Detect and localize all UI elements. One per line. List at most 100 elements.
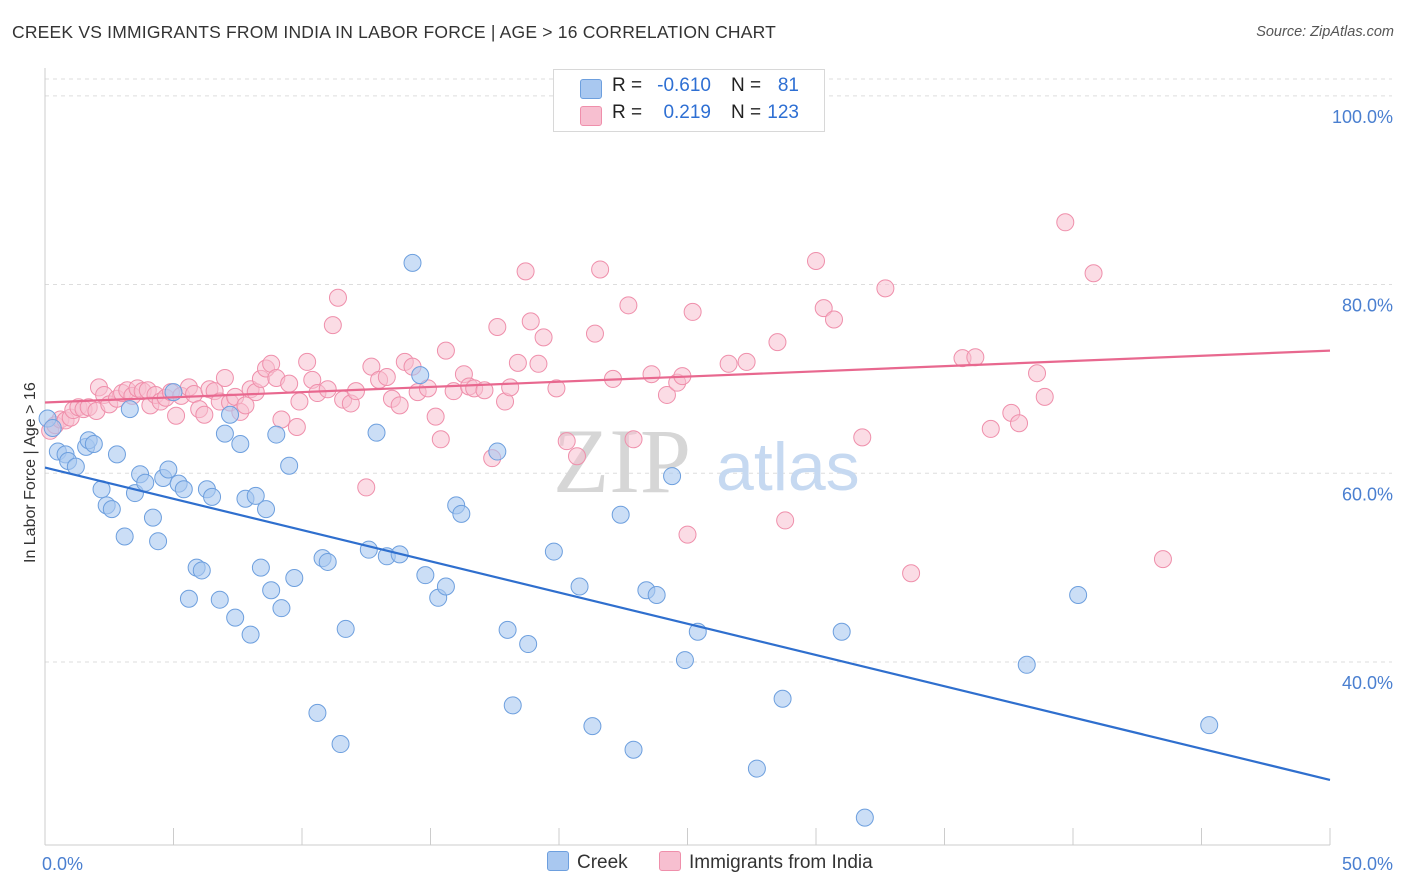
creek-point[interactable] (624, 740, 643, 759)
creek-point[interactable] (251, 558, 270, 577)
creek-point[interactable] (403, 253, 422, 272)
india-point[interactable] (290, 392, 309, 411)
india-point[interactable] (488, 318, 507, 337)
india-point[interactable] (357, 478, 376, 497)
creek-point[interactable] (663, 467, 682, 486)
india-point[interactable] (529, 354, 548, 373)
india-point[interactable] (657, 385, 676, 404)
creek-point[interactable] (855, 808, 874, 827)
creek-point[interactable] (107, 445, 126, 464)
india-point[interactable] (1028, 364, 1047, 383)
creek-point[interactable] (174, 480, 193, 499)
creek-point[interactable] (498, 620, 517, 639)
india-point[interactable] (298, 352, 317, 371)
india-point[interactable] (1010, 414, 1029, 433)
india-point[interactable] (619, 296, 638, 315)
india-point[interactable] (737, 352, 756, 371)
creek-point[interactable] (115, 527, 134, 546)
india-point[interactable] (776, 511, 795, 530)
india-point[interactable] (1056, 213, 1075, 232)
legend-item-india[interactable]: Immigrants from India (659, 850, 873, 874)
creek-point[interactable] (336, 619, 355, 638)
india-point[interactable] (1035, 387, 1054, 406)
creek-point[interactable] (436, 577, 455, 596)
creek-point[interactable] (159, 460, 178, 479)
india-point[interactable] (807, 251, 825, 270)
creek-point[interactable] (179, 589, 198, 608)
creek-point[interactable] (544, 542, 563, 561)
india-point[interactable] (426, 407, 445, 426)
creek-point[interactable] (285, 568, 304, 587)
india-point[interactable] (678, 525, 697, 544)
india-point[interactable] (215, 368, 234, 387)
legend-item-creek[interactable]: Creek (547, 850, 628, 874)
creek-point[interactable] (257, 500, 276, 519)
creek-point[interactable] (570, 577, 589, 596)
creek-point[interactable] (411, 366, 430, 385)
creek-point[interactable] (367, 423, 386, 442)
creek-point[interactable] (192, 561, 211, 580)
india-point[interactable] (185, 385, 204, 404)
india-point[interactable] (236, 396, 255, 415)
creek-point[interactable] (747, 759, 766, 778)
creek-point[interactable] (267, 425, 286, 444)
india-point[interactable] (981, 419, 1000, 438)
india-point[interactable] (591, 260, 610, 279)
india-point[interactable] (902, 564, 921, 583)
india-point[interactable] (1153, 550, 1172, 569)
india-point[interactable] (436, 341, 455, 360)
creek-point[interactable] (246, 486, 265, 505)
creek-point[interactable] (318, 552, 337, 571)
creek-point[interactable] (210, 590, 229, 609)
india-point[interactable] (431, 430, 450, 449)
creek-point[interactable] (221, 405, 240, 424)
india-point[interactable] (377, 368, 396, 387)
creek-point[interactable] (583, 717, 602, 736)
creek-point[interactable] (43, 418, 62, 437)
india-point[interactable] (521, 312, 540, 331)
creek-point[interactable] (215, 424, 234, 443)
india-point[interactable] (567, 447, 586, 466)
india-point[interactable] (557, 432, 576, 451)
india-point[interactable] (547, 379, 566, 398)
creek-point[interactable] (519, 635, 538, 654)
creek-point[interactable] (773, 689, 792, 708)
india-point[interactable] (195, 405, 214, 424)
creek-point[interactable] (203, 487, 222, 506)
creek-point[interactable] (331, 735, 350, 754)
india-point[interactable] (508, 353, 527, 372)
creek-point[interactable] (241, 625, 260, 644)
creek-point[interactable] (1069, 585, 1088, 604)
india-point[interactable] (683, 302, 702, 321)
creek-point[interactable] (1017, 655, 1036, 674)
creek-point[interactable] (416, 566, 435, 585)
creek-point[interactable] (226, 608, 245, 627)
india-point[interactable] (280, 374, 299, 393)
creek-point[interactable] (262, 581, 281, 600)
india-point[interactable] (328, 288, 347, 307)
india-point[interactable] (534, 328, 553, 347)
india-point[interactable] (516, 262, 535, 281)
creek-point[interactable] (272, 599, 291, 618)
india-point[interactable] (1084, 264, 1103, 283)
india-point[interactable] (853, 428, 872, 447)
creek-point[interactable] (84, 435, 103, 454)
india-point[interactable] (585, 324, 604, 343)
india-point[interactable] (768, 333, 787, 352)
creek-point[interactable] (647, 585, 666, 604)
india-point[interactable] (876, 279, 895, 298)
creek-point[interactable] (611, 505, 630, 524)
creek-point[interactable] (102, 500, 121, 519)
india-point[interactable] (501, 378, 520, 397)
india-point[interactable] (814, 299, 833, 318)
creek-point[interactable] (231, 435, 250, 454)
india-point[interactable] (323, 316, 342, 335)
india-point[interactable] (362, 357, 381, 376)
creek-point[interactable] (488, 442, 507, 461)
creek-point[interactable] (832, 622, 851, 641)
creek-point[interactable] (1200, 716, 1219, 735)
creek-point[interactable] (136, 473, 155, 492)
creek-point[interactable] (675, 651, 694, 670)
india-point[interactable] (642, 365, 661, 384)
creek-point[interactable] (452, 504, 471, 523)
